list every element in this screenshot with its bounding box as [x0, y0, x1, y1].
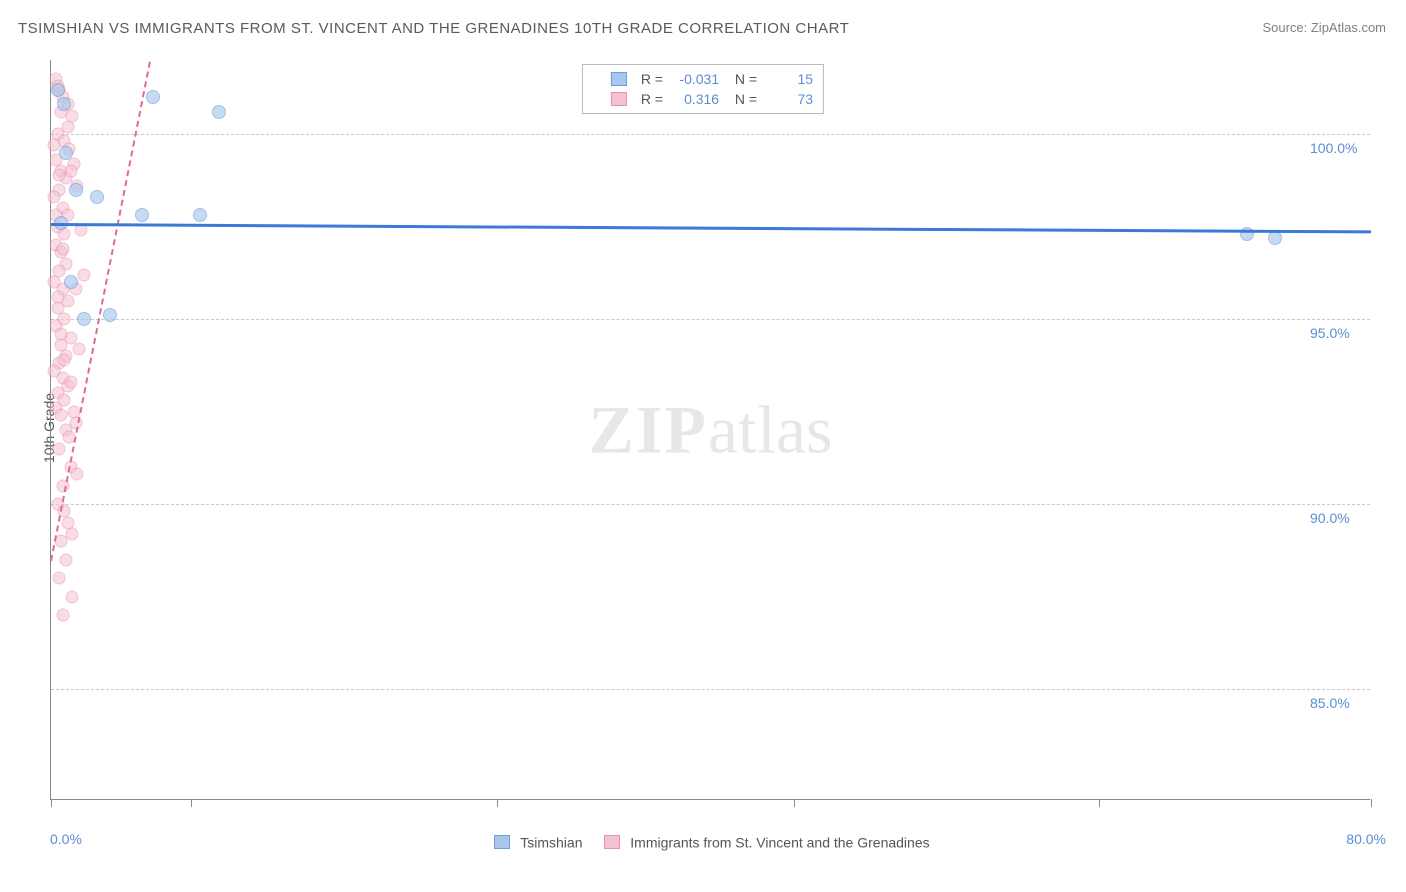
scatter-point — [54, 327, 67, 340]
x-tick — [497, 799, 498, 807]
scatter-point — [61, 120, 74, 133]
y-tick-label: 85.0% — [1310, 695, 1350, 711]
scatter-point — [77, 312, 91, 326]
r-label: R = — [641, 91, 663, 107]
x-tick — [794, 799, 795, 807]
scatter-point — [56, 242, 69, 255]
scatter-point — [71, 468, 84, 481]
scatter-point — [66, 590, 79, 603]
chart-title: TSIMSHIAN VS IMMIGRANTS FROM ST. VINCENT… — [18, 20, 849, 37]
x-tick — [1371, 799, 1372, 807]
scatter-point — [64, 165, 77, 178]
source-caption: Source: ZipAtlas.com — [1262, 20, 1386, 35]
scatter-point — [53, 168, 66, 181]
scatter-point — [59, 553, 72, 566]
gridline — [51, 319, 1370, 320]
scatter-point — [51, 290, 64, 303]
scatter-point — [64, 275, 78, 289]
scatter-point — [69, 183, 83, 197]
gridline — [51, 689, 1370, 690]
n-label: N = — [727, 71, 757, 87]
scatter-point — [53, 572, 66, 585]
scatter-point — [54, 409, 67, 422]
scatter-point — [53, 442, 66, 455]
x-tick — [191, 799, 192, 807]
x-tick — [51, 799, 52, 807]
y-tick-label: 100.0% — [1310, 140, 1357, 156]
scatter-point — [1268, 231, 1282, 245]
scatter-point — [59, 146, 73, 160]
scatter-point — [212, 105, 226, 119]
n-value-a: 15 — [765, 71, 813, 87]
swatch-a — [611, 72, 627, 86]
scatter-point — [73, 342, 86, 355]
x-axis-min-label: 0.0% — [50, 831, 82, 847]
swatch-a-icon — [494, 835, 510, 849]
trend-line — [51, 223, 1371, 233]
watermark-rest: atlas — [708, 391, 833, 467]
x-axis-max-label: 80.0% — [1346, 831, 1386, 847]
n-label: N = — [727, 91, 757, 107]
r-label: R = — [641, 71, 663, 87]
n-value-b: 73 — [765, 91, 813, 107]
r-value-a: -0.031 — [671, 71, 719, 87]
scatter-point — [135, 208, 149, 222]
scatter-point — [103, 308, 117, 322]
x-tick — [1099, 799, 1100, 807]
scatter-point — [66, 527, 79, 540]
correlation-legend: R = -0.031 N = 15 R = 0.316 N = 73 — [582, 64, 824, 114]
plot-area: ZIPatlas — [50, 60, 1370, 800]
scatter-point — [90, 190, 104, 204]
scatter-point — [56, 609, 69, 622]
watermark-bold: ZIP — [589, 391, 708, 467]
swatch-b — [611, 92, 627, 106]
scatter-point — [193, 208, 207, 222]
scatter-point — [64, 375, 77, 388]
scatter-point — [58, 353, 71, 366]
y-tick-label: 90.0% — [1310, 510, 1350, 526]
series-b-label: Immigrants from St. Vincent and the Gren… — [630, 834, 929, 850]
gridline — [51, 134, 1370, 135]
legend-row-a: R = -0.031 N = 15 — [593, 69, 813, 89]
r-value-b: 0.316 — [671, 91, 719, 107]
legend-row-b: R = 0.316 N = 73 — [593, 89, 813, 109]
scatter-point — [146, 90, 160, 104]
y-tick-label: 95.0% — [1310, 325, 1350, 341]
scatter-point — [51, 83, 65, 97]
swatch-b-icon — [604, 835, 620, 849]
series-legend: Tsimshian Immigrants from St. Vincent an… — [0, 833, 1406, 850]
watermark: ZIPatlas — [589, 390, 833, 469]
scatter-point — [57, 97, 71, 111]
gridline — [51, 504, 1370, 505]
series-a-label: Tsimshian — [520, 834, 582, 850]
scatter-point — [78, 268, 91, 281]
